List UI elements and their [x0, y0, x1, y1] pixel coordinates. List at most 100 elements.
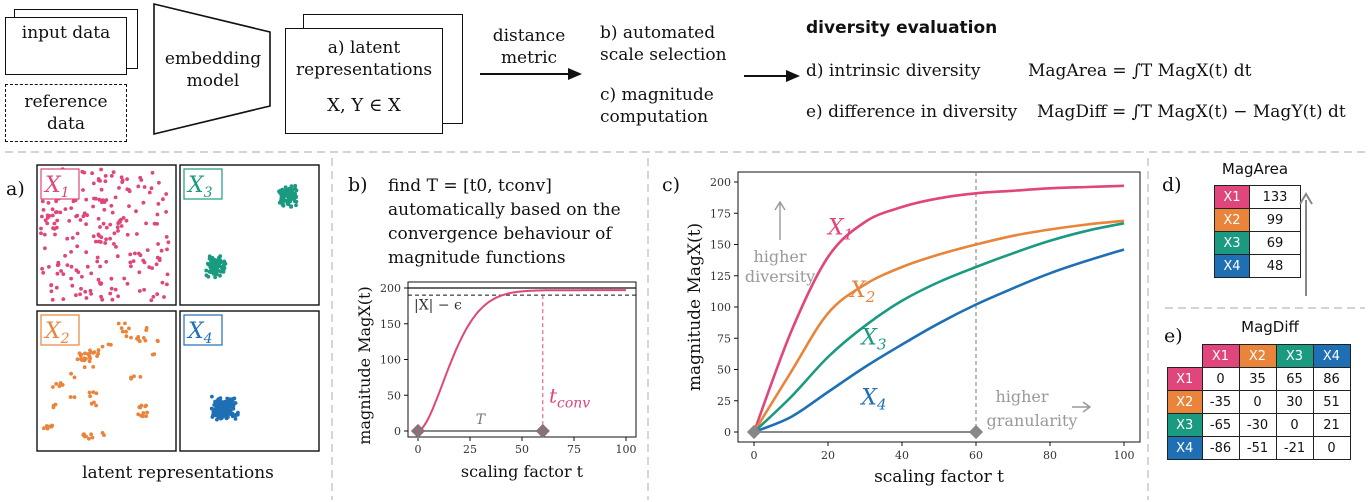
data-point: [50, 297, 55, 302]
magarea-table: X1 133 X2 99 X3 69 X4 48: [1214, 185, 1301, 278]
data-point: [100, 297, 105, 302]
data-point: [43, 246, 47, 251]
panel-b-label: b): [348, 174, 368, 196]
x-tick-label: 80: [1043, 449, 1057, 462]
row-header: X4: [1167, 436, 1203, 460]
data-point: [210, 394, 214, 399]
data-point: [141, 200, 146, 205]
table-row: X2 99: [1214, 208, 1301, 232]
data-point: [97, 197, 102, 202]
data-point: [42, 232, 47, 237]
data-point: [49, 424, 54, 429]
step-d: d) intrinsic diversity: [806, 61, 981, 81]
y-tick-label: 25: [717, 395, 731, 408]
x-tick-label: 0: [751, 449, 758, 462]
data-point: [89, 271, 94, 276]
data-point: [142, 185, 147, 189]
data-point: [224, 402, 228, 406]
data-point: [84, 222, 88, 226]
data-point: [47, 265, 51, 269]
x-tick-label: 25: [463, 443, 477, 456]
latent-box: a) latent representations X, Y ∈ X: [285, 28, 443, 134]
higher-granularity-label: granularity: [987, 411, 1078, 430]
data-point: [108, 291, 113, 296]
data-point: [109, 174, 114, 178]
data-point: [111, 170, 116, 175]
data-point: [137, 251, 141, 256]
data-point: [87, 354, 92, 358]
data-point: [58, 381, 63, 386]
arrow-right-icon: [1072, 401, 1092, 413]
data-point: [53, 210, 58, 215]
data-point: [98, 264, 102, 269]
data-point: [110, 297, 115, 302]
data-point: [123, 321, 127, 326]
data-point: [79, 286, 83, 291]
data-point: [128, 252, 133, 257]
data-point: [100, 200, 104, 205]
data-point: [109, 286, 114, 291]
data-point: [99, 235, 104, 240]
x-axis-label: scaling factor t: [874, 467, 1004, 487]
data-point: [289, 204, 293, 209]
data-point: [128, 260, 133, 265]
data-point: [97, 239, 101, 244]
data-point: [52, 221, 57, 226]
data-point: [116, 294, 120, 299]
data-point: [75, 213, 80, 218]
set-label-frame: [40, 314, 80, 346]
x-tick-label: 60: [969, 449, 983, 462]
data-point: [222, 263, 226, 267]
data-point: [151, 294, 156, 299]
data-point: [138, 405, 143, 410]
data-point: [124, 218, 129, 223]
data-point: [102, 207, 107, 212]
data-point: [150, 266, 154, 270]
magdiff-table: X1 X2 X3 X4 X1 0 35 65 86 X2 -35 0 30 51 X3 -65 -30 0 21 X4…: [1167, 344, 1351, 460]
data-point: [281, 203, 286, 208]
data-point: [145, 248, 150, 252]
data-point: [165, 247, 169, 252]
data-point: [99, 281, 104, 286]
data-point: [69, 264, 74, 269]
data-point: [45, 221, 50, 226]
corner-cell: [1168, 345, 1203, 368]
data-point: [213, 409, 217, 413]
arrow-up-icon: [1299, 192, 1313, 296]
data-point: [231, 406, 236, 411]
series-label-X2: X2: [848, 278, 875, 306]
data-point: [90, 435, 95, 440]
panel-a-caption: latent representations: [82, 463, 274, 483]
table-row: X4 48: [1214, 254, 1301, 278]
row-header: X2: [1214, 208, 1250, 232]
data-point: [156, 242, 160, 246]
data-point: [63, 207, 68, 211]
data-point: [129, 376, 133, 381]
data-point: [53, 232, 57, 237]
column-header: X4: [1312, 344, 1351, 368]
t0-marker: [746, 424, 762, 440]
data-point: [117, 186, 121, 190]
set-label-frame: [183, 314, 223, 346]
data-point: [221, 400, 225, 405]
column-header: X2: [1238, 344, 1277, 368]
data-point: [89, 401, 94, 406]
data-point: [140, 414, 145, 419]
data-point: [82, 170, 87, 175]
data-point: [65, 263, 70, 267]
data-point: [96, 216, 101, 221]
data-point: [137, 339, 142, 344]
data-point: [216, 404, 220, 408]
table-cell: -86: [1201, 436, 1240, 460]
data-point: [41, 270, 46, 275]
data-point: [95, 259, 100, 264]
data-point: [109, 276, 114, 281]
magarea-formula: MagArea = ∫T MagX(t) dt: [1028, 61, 1252, 81]
data-point: [116, 321, 121, 326]
y-tick-label: 0: [394, 425, 401, 438]
data-point: [72, 375, 77, 380]
data-point: [49, 283, 53, 288]
data-point: [94, 196, 98, 201]
x-tick-label: 100: [1114, 449, 1135, 462]
data-point: [150, 352, 155, 357]
